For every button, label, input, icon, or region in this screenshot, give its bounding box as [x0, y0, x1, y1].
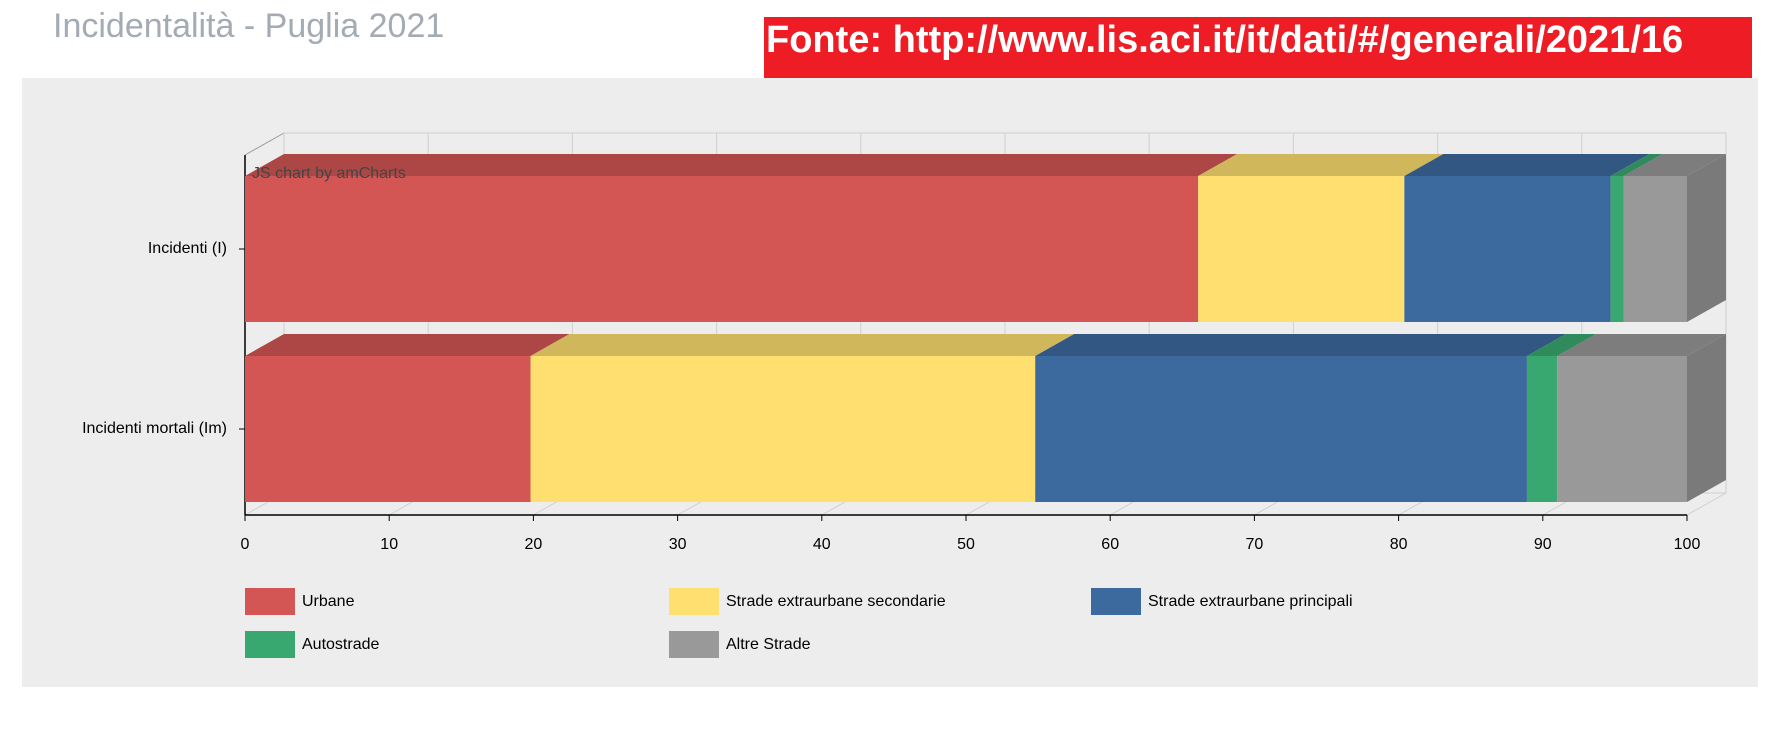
legend-label: Strade extraurbane secondarie — [726, 593, 946, 610]
x-tick-label: 100 — [1674, 536, 1701, 553]
x-tick-label: 80 — [1390, 536, 1408, 553]
bar-top — [245, 334, 570, 356]
floor-grid-line — [1686, 492, 1727, 516]
source-banner — [764, 17, 1752, 80]
legend-label: Autostrade — [302, 636, 379, 653]
bar — [1035, 356, 1527, 502]
x-tick-label: 70 — [1246, 536, 1264, 553]
left-wall — [244, 132, 285, 156]
chart-credit: JS chart by amCharts — [252, 165, 406, 182]
bar-top — [1526, 334, 1597, 356]
bar — [1610, 176, 1624, 322]
bar-top — [1198, 154, 1444, 176]
y-tick-label: Incidenti mortali (Im) — [82, 420, 227, 437]
plot: 0 10 20 30 40 50 60 70 80 90 100 Incidenti (I) Incid… — [82, 132, 1727, 658]
bar — [245, 176, 1199, 322]
legend-swatch — [669, 588, 719, 615]
bar-top — [530, 334, 1075, 356]
x-tick-label: 60 — [1101, 536, 1119, 553]
legend-swatch — [245, 588, 295, 615]
page-title: Incidentalità - Puglia 2021 — [53, 7, 444, 45]
bar-side — [1687, 334, 1726, 502]
legend-swatch — [669, 631, 719, 658]
bar-top — [1610, 154, 1663, 176]
bar — [1557, 356, 1687, 502]
bar-top — [1404, 154, 1650, 176]
x-tick-label: 20 — [525, 536, 543, 553]
bar — [530, 356, 1036, 502]
legend-swatch — [1091, 588, 1141, 615]
y-tick-label: Incidenti (I) — [148, 240, 227, 257]
x-tick-label: 10 — [380, 536, 398, 553]
legend-label: Urbane — [302, 593, 355, 610]
legend-label: Altre Strade — [726, 636, 811, 653]
bar-side — [1687, 154, 1726, 322]
legend-swatch — [245, 631, 295, 658]
bar-top — [245, 154, 1238, 176]
x-tick-label: 0 — [241, 536, 250, 553]
x-tick-label: 90 — [1534, 536, 1552, 553]
bar — [1526, 356, 1558, 502]
bar — [1623, 176, 1687, 322]
source-text: Fonte: http://www.lis.aci.it/it/dati/#/g… — [766, 19, 1683, 61]
legend-label: Strade extraurbane principali — [1148, 593, 1353, 610]
bar-top — [1035, 334, 1566, 356]
x-tick-label: 50 — [957, 536, 975, 553]
bar — [1198, 176, 1405, 322]
x-tick-label: 30 — [669, 536, 687, 553]
bar-top — [1557, 334, 1726, 356]
x-tick-label: 40 — [813, 536, 831, 553]
bar — [245, 356, 531, 502]
bar-top — [1623, 154, 1726, 176]
bar — [1404, 176, 1611, 322]
